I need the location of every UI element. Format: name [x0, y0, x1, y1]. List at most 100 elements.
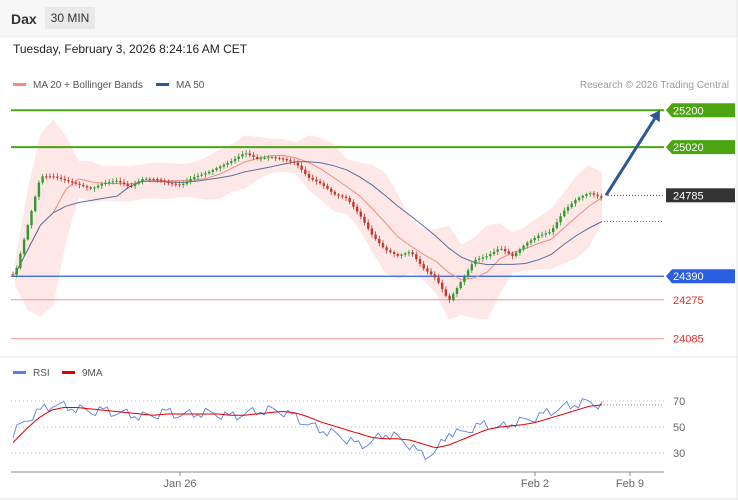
rsi9ma-swatch [62, 370, 75, 374]
candle-body [267, 157, 270, 159]
forecast-arrow-shaft [604, 117, 656, 197]
candle-body [145, 178, 148, 180]
candle-body [311, 177, 314, 180]
candle-body [466, 270, 470, 277]
candle-body [307, 173, 311, 178]
candle-body [333, 191, 337, 195]
candle-body [237, 156, 240, 159]
candle-body [211, 169, 214, 172]
ma50-line [14, 161, 603, 275]
ma20-legend-label: MA 20 + Bollinger Bands [33, 80, 143, 91]
candle-body [526, 242, 529, 246]
level-tag-24785 [666, 188, 735, 203]
candle-body [63, 178, 66, 181]
header-bar: Dax 30 MIN [0, 0, 738, 37]
candle-body [248, 153, 251, 156]
candle-body [259, 158, 263, 160]
symbol-label: Dax [11, 11, 37, 27]
candle-body [185, 181, 189, 184]
candle-body [581, 195, 584, 198]
candle-body [159, 179, 163, 181]
candle-body [289, 160, 292, 162]
candle-body [537, 235, 540, 238]
rsi-legend-9ma: 9MA [62, 368, 103, 379]
level-label-25020: 25020 [673, 142, 704, 154]
candle-body [433, 274, 436, 278]
candle-body [370, 228, 374, 235]
candle-body [574, 199, 577, 204]
rsi-legend-rsi: RSI [13, 368, 50, 379]
candle-body [252, 155, 255, 158]
candle-body [215, 168, 218, 170]
candle-body [141, 178, 144, 182]
candle-body [285, 159, 288, 161]
candle-body [45, 176, 48, 178]
candle-body [448, 295, 451, 300]
candle-body [167, 181, 170, 184]
candle-body [22, 239, 26, 254]
candle-body [263, 157, 266, 159]
candle-body [293, 161, 296, 163]
x-tick-label: Feb 2 [521, 478, 549, 490]
candle-body [437, 277, 440, 283]
forecast-arrow-head [649, 110, 660, 122]
candle-body [429, 271, 433, 275]
candle-body [422, 263, 425, 269]
candle-body [585, 194, 588, 196]
level-label-24085: 24085 [673, 334, 704, 346]
candle-body [78, 183, 81, 185]
candle-body [30, 211, 33, 226]
candle-body [507, 251, 510, 254]
candle-body [163, 180, 166, 182]
level-label-24785: 24785 [673, 190, 704, 202]
candle-body [11, 274, 15, 276]
candle-body [48, 176, 52, 178]
candle-body [515, 252, 518, 257]
candle-body [404, 253, 407, 255]
candle-body [330, 188, 333, 192]
candle-body [34, 196, 37, 212]
candle-body [230, 161, 233, 163]
candle-body [500, 248, 503, 250]
candle-body [341, 195, 344, 197]
candle-body [96, 185, 100, 188]
candle-body [589, 193, 592, 195]
candle-body [137, 181, 140, 184]
credit-text: Research © 2026 Trading Central [579, 80, 729, 91]
timeframe-button[interactable]: 30 MIN [45, 7, 95, 29]
ma20-swatch [13, 82, 26, 86]
candle-body [15, 267, 18, 275]
candle-body [200, 174, 203, 176]
candle-body [396, 253, 399, 256]
candle-body [278, 157, 281, 159]
ma50-legend-label: MA 50 [176, 80, 205, 91]
candle-body [522, 245, 525, 250]
candle-body [300, 165, 303, 170]
candle-body [478, 258, 481, 260]
candle-body [82, 184, 85, 187]
candle-body [378, 238, 381, 244]
candle-body [577, 197, 581, 200]
candle-body [344, 196, 348, 198]
candle-body [352, 201, 355, 207]
candle-body [359, 211, 362, 217]
candle-body [41, 176, 44, 183]
candle-body [555, 222, 559, 229]
candle-body [156, 178, 159, 180]
candle-body [93, 187, 96, 189]
candle-body [389, 250, 392, 253]
candle-body [152, 178, 155, 180]
rsi-swatch [13, 370, 26, 374]
candle-body [37, 182, 41, 197]
level-tag-25020 [666, 140, 735, 155]
candle-body [459, 282, 462, 289]
candle-body [418, 259, 422, 264]
level-label-24390: 24390 [673, 271, 704, 283]
candle-body [219, 166, 222, 169]
candle-body [71, 181, 74, 183]
candle-body [52, 176, 55, 178]
rsi-9ma-line [12, 404, 603, 449]
candle-body [563, 210, 566, 217]
candle-body [381, 243, 385, 248]
candle-body [108, 182, 111, 184]
